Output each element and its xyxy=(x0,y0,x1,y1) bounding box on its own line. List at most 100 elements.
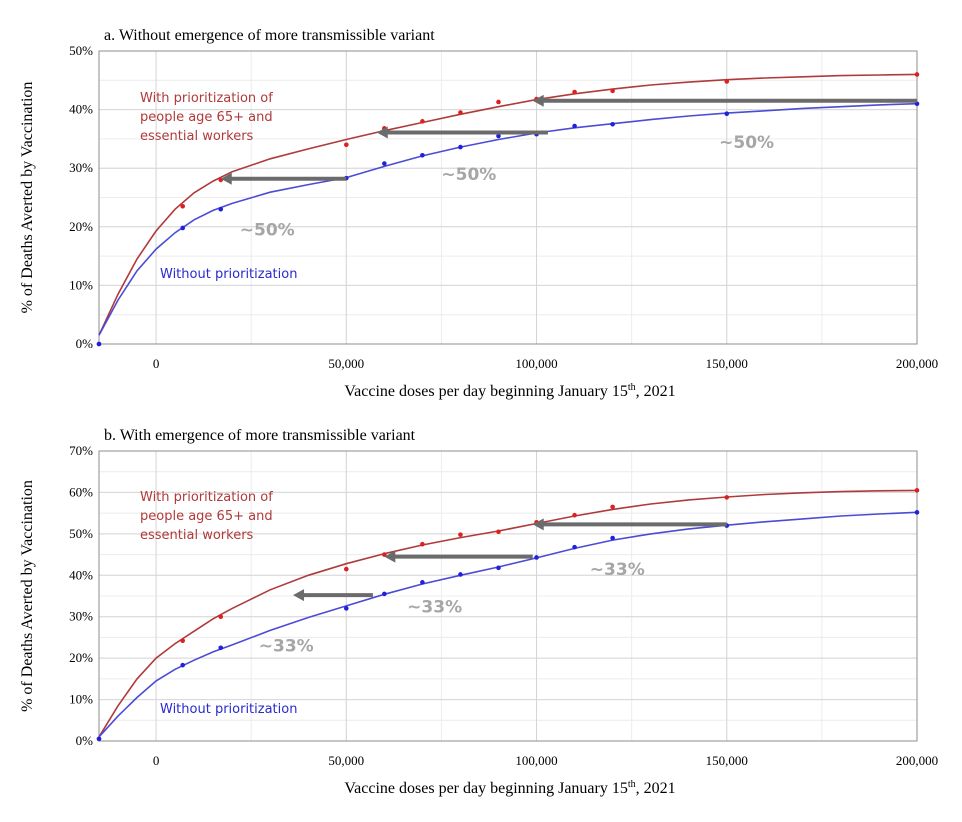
y-tick-label: 60% xyxy=(69,484,93,499)
data-point xyxy=(96,341,102,347)
y-tick-label: 0% xyxy=(76,733,94,748)
data-point xyxy=(420,153,425,158)
y-tick-label: 10% xyxy=(69,692,93,707)
annotation-label: ~33% xyxy=(590,560,645,580)
data-point xyxy=(458,572,463,577)
data-point xyxy=(458,144,463,150)
y-tick-label: 10% xyxy=(69,277,93,292)
y-tick-label: 20% xyxy=(69,219,93,234)
data-point xyxy=(180,638,186,644)
y-tick-label: 30% xyxy=(69,160,93,175)
y-tick-label: 50% xyxy=(69,43,93,58)
data-point xyxy=(180,203,186,209)
data-point xyxy=(496,99,501,105)
y-tick-label: 30% xyxy=(69,609,93,624)
data-point xyxy=(610,121,615,127)
plot-frame xyxy=(98,450,918,742)
y-tick-label: 20% xyxy=(69,650,93,665)
data-point xyxy=(344,566,349,572)
data-point xyxy=(496,565,501,571)
arrow-head xyxy=(384,550,396,563)
arrow-head xyxy=(532,94,544,107)
data-point xyxy=(610,535,615,541)
x-tick-label: 200,000 xyxy=(896,356,938,371)
data-point xyxy=(218,614,224,620)
data-point xyxy=(344,142,349,148)
chart-panel-b: b. With emergence of more transmissible … xyxy=(19,427,938,797)
x-tick-label: 100,000 xyxy=(515,356,557,371)
data-point xyxy=(914,488,920,493)
data-point xyxy=(572,123,577,129)
data-point xyxy=(420,119,425,124)
data-point xyxy=(724,79,730,84)
data-point xyxy=(572,544,577,550)
data-point xyxy=(724,495,730,500)
x-axis-title: Vaccine doses per day beginning January … xyxy=(344,779,675,797)
x-tick-label: 0 xyxy=(153,753,160,768)
annotation-label: ~33% xyxy=(407,597,462,617)
data-point xyxy=(180,662,186,668)
y-axis-title: % of Deaths Averted by Vaccination xyxy=(19,82,36,314)
data-point xyxy=(180,225,186,231)
x-tick-label: 50,000 xyxy=(328,356,364,371)
x-axis-title-sup: th xyxy=(628,382,636,393)
y-tick-label: 40% xyxy=(69,567,93,582)
x-tick-label: 150,000 xyxy=(706,753,748,768)
data-point xyxy=(420,580,425,585)
series-line-unprioritized xyxy=(98,102,918,336)
x-tick-label: 100,000 xyxy=(515,753,557,768)
data-point xyxy=(534,555,539,560)
annotation-label: ~50% xyxy=(441,165,496,185)
data-point xyxy=(218,206,224,212)
data-point xyxy=(382,591,387,597)
plot-frame xyxy=(98,50,918,345)
series-label-prioritized: people age 65+ and xyxy=(140,110,273,125)
series-label-prioritized: essential workers xyxy=(140,129,254,144)
data-point xyxy=(610,504,615,510)
data-point xyxy=(344,606,349,611)
data-point xyxy=(96,736,102,742)
y-tick-label: 50% xyxy=(69,526,93,541)
data-point xyxy=(572,512,577,518)
y-tick-label: 70% xyxy=(69,443,93,458)
series-label-unprioritized: Without prioritization xyxy=(160,267,297,282)
x-tick-label: 200,000 xyxy=(896,753,938,768)
data-point xyxy=(914,72,920,77)
chart-title: a. Without emergence of more transmissib… xyxy=(104,27,435,44)
data-point xyxy=(458,110,463,115)
data-point xyxy=(724,111,730,117)
x-axis-title-main: Vaccine doses per day beginning January … xyxy=(344,780,627,797)
y-axis-title: % of Deaths Averted by Vaccination xyxy=(19,480,36,712)
series-label-prioritized: people age 65+ and xyxy=(140,509,273,524)
arrow-head xyxy=(293,589,305,602)
x-axis-title: Vaccine doses per day beginning January … xyxy=(344,382,675,400)
data-point xyxy=(572,89,577,95)
series-label-prioritized: With prioritization of xyxy=(140,91,273,106)
chart-panel-a: a. Without emergence of more transmissib… xyxy=(19,27,938,400)
series-line-unprioritized xyxy=(98,511,918,738)
data-point xyxy=(420,541,425,547)
series-label-prioritized: With prioritization of xyxy=(140,490,273,505)
x-axis-title-tail: , 2021 xyxy=(636,383,676,400)
data-point xyxy=(382,552,387,557)
x-tick-label: 0 xyxy=(153,356,160,371)
data-point xyxy=(458,532,463,537)
data-point xyxy=(610,88,615,94)
chart-title: b. With emergence of more transmissible … xyxy=(104,427,416,444)
series-line-prioritized xyxy=(98,73,918,336)
x-tick-label: 150,000 xyxy=(706,356,748,371)
series-line-prioritized xyxy=(98,489,918,738)
x-axis-title-tail: , 2021 xyxy=(636,780,676,797)
annotation-label: ~33% xyxy=(259,637,314,657)
series-label-unprioritized: Without prioritization xyxy=(160,702,297,717)
annotation-label: ~50% xyxy=(719,133,774,153)
data-point xyxy=(914,510,920,515)
arrow-head xyxy=(532,518,544,531)
y-tick-label: 40% xyxy=(69,102,93,117)
x-tick-label: 50,000 xyxy=(328,753,364,768)
data-point xyxy=(382,161,387,166)
data-point xyxy=(496,529,501,535)
series-label-prioritized: essential workers xyxy=(140,528,254,543)
data-point xyxy=(496,133,501,139)
